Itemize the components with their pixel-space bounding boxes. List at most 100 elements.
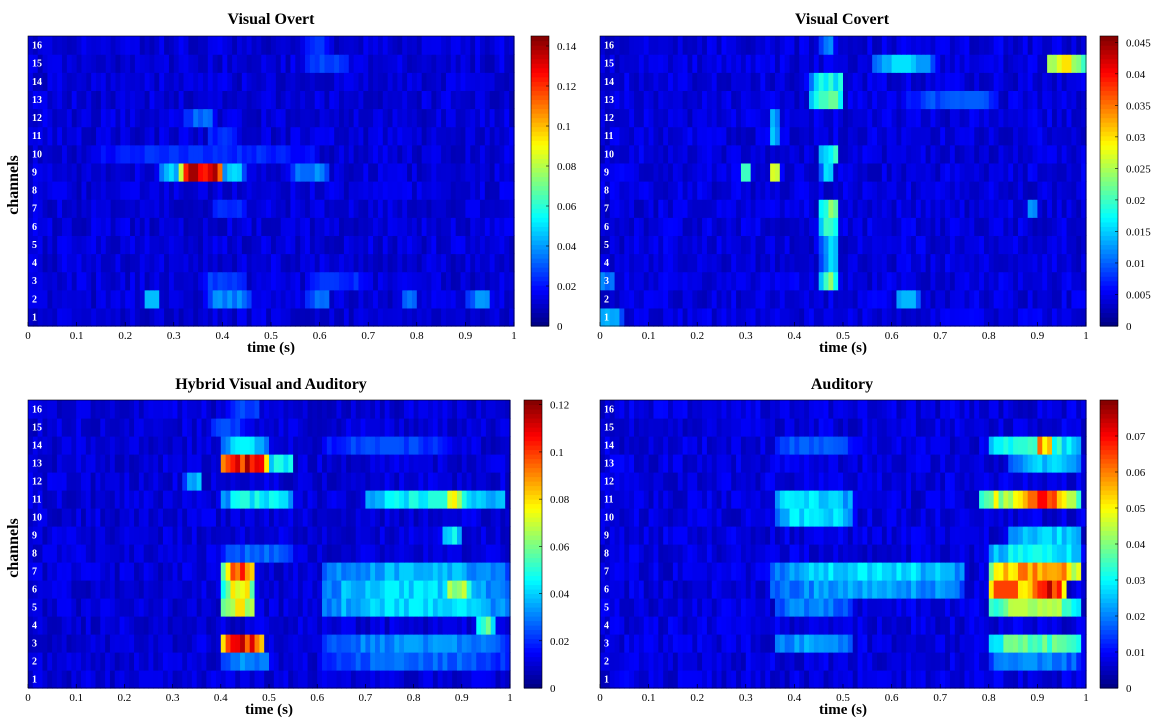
- heatmap-cell: [935, 108, 941, 128]
- heatmap-cell: [1013, 307, 1019, 327]
- heatmap-cell: [397, 36, 403, 55]
- heatmap-cell: [465, 217, 471, 236]
- heatmap-cell: [353, 108, 360, 128]
- heatmap-cell: [619, 199, 625, 218]
- heatmap-cell: [745, 54, 752, 73]
- heatmap-cell: [1081, 54, 1087, 73]
- heatmap-cell: [249, 418, 256, 437]
- heatmap-cell: [418, 526, 424, 545]
- heatmap-cell: [740, 217, 747, 236]
- heatmap-cell: [207, 36, 214, 55]
- heatmap-cell: [1051, 162, 1058, 182]
- heatmap-cell: [466, 472, 473, 491]
- heatmap-cell: [66, 271, 73, 291]
- heatmap-cell: [149, 253, 155, 273]
- heatmap-cell: [935, 217, 941, 236]
- colorbar-frame: [1099, 35, 1119, 327]
- heatmap-cell: [90, 544, 97, 563]
- heatmap-cell: [220, 454, 227, 473]
- heatmap-cell: [765, 217, 771, 236]
- heatmap-cell: [363, 235, 369, 255]
- heatmap-cell: [324, 217, 330, 236]
- heatmap-cell: [129, 436, 135, 455]
- heatmap-cell: [232, 307, 238, 327]
- heatmap-cell: [193, 90, 199, 110]
- heatmap-cell: [614, 72, 621, 91]
- heatmap-cell: [726, 90, 732, 110]
- heatmap-cell: [872, 72, 878, 91]
- heatmap-cell: [799, 126, 805, 146]
- heatmap-cell: [202, 235, 209, 255]
- heatmap-cell: [421, 90, 428, 110]
- heatmap-cell: [71, 108, 78, 128]
- heatmap-cell: [447, 436, 453, 455]
- heatmap-cell: [246, 36, 253, 55]
- heatmap-cell: [750, 235, 757, 255]
- heatmap-cell: [153, 562, 159, 581]
- channel-label: 3: [32, 276, 37, 287]
- heatmap-cell: [373, 162, 379, 182]
- heatmap-cell: [212, 253, 219, 273]
- colorbar-swatch: [1100, 131, 1118, 137]
- heatmap-cell: [436, 162, 442, 182]
- heatmap-cell: [193, 253, 199, 273]
- heatmap-cell: [125, 72, 131, 91]
- heatmap-cell: [886, 162, 893, 182]
- heatmap-cell: [280, 162, 287, 182]
- heatmap-cell: [212, 108, 219, 128]
- heatmap-cell: [1061, 181, 1068, 200]
- heatmap-cell: [71, 454, 77, 473]
- heatmap-cell: [236, 289, 243, 309]
- heatmap-cell: [833, 126, 839, 146]
- heatmap-cell: [52, 108, 58, 128]
- heatmap-cell: [413, 436, 420, 455]
- heatmap-cell: [755, 162, 761, 182]
- heatmap-cell: [1076, 289, 1082, 309]
- heatmap-cell: [285, 235, 292, 255]
- heatmap-cell: [716, 54, 723, 73]
- heatmap-cell: [350, 508, 357, 527]
- heatmap-cell: [1022, 307, 1029, 327]
- heatmap-cell: [162, 526, 169, 545]
- colorbar-swatch: [531, 49, 549, 55]
- heatmap-cell: [300, 108, 306, 128]
- heatmap-cell: [95, 652, 101, 671]
- heatmap-cell: [416, 144, 423, 164]
- heatmap-cell: [1032, 253, 1038, 273]
- heatmap-cell: [1076, 36, 1082, 55]
- heatmap-cell: [76, 144, 83, 164]
- heatmap-cell: [62, 108, 68, 128]
- heatmap-cell: [225, 598, 232, 617]
- heatmap-cell: [731, 181, 737, 200]
- heatmap-cell: [178, 199, 185, 218]
- heatmap-cell: [273, 580, 280, 599]
- heatmap-cell: [1013, 235, 1019, 255]
- heatmap-cell: [677, 307, 684, 327]
- heatmap-cell: [823, 162, 830, 182]
- heatmap-cell: [285, 36, 292, 55]
- heatmap-cell: [949, 162, 956, 182]
- heatmap-cell: [370, 454, 376, 473]
- heatmap-cell: [745, 126, 752, 146]
- heatmap-cell: [399, 634, 405, 653]
- heatmap-cell: [334, 199, 340, 218]
- heatmap-cell: [76, 217, 83, 236]
- heatmap-cell: [305, 126, 311, 146]
- heatmap-cell: [288, 418, 294, 437]
- heatmap-cell: [280, 90, 287, 110]
- heatmap-cell: [158, 508, 164, 527]
- heatmap-cell: [436, 54, 442, 73]
- heatmap-cell: [191, 436, 198, 455]
- heatmap-cell: [399, 670, 405, 689]
- heatmap-cell: [426, 235, 432, 255]
- heatmap-cell: [682, 181, 689, 200]
- heatmap-cell: [42, 418, 48, 437]
- heatmap-cell: [353, 162, 360, 182]
- heatmap-cell: [411, 289, 418, 309]
- heatmap-cell: [217, 289, 223, 309]
- heatmap-cell: [240, 526, 246, 545]
- heatmap-cell: [490, 508, 497, 527]
- heatmap-cell: [129, 616, 135, 635]
- heatmap-cell: [648, 271, 655, 291]
- heatmap-cell: [765, 271, 771, 291]
